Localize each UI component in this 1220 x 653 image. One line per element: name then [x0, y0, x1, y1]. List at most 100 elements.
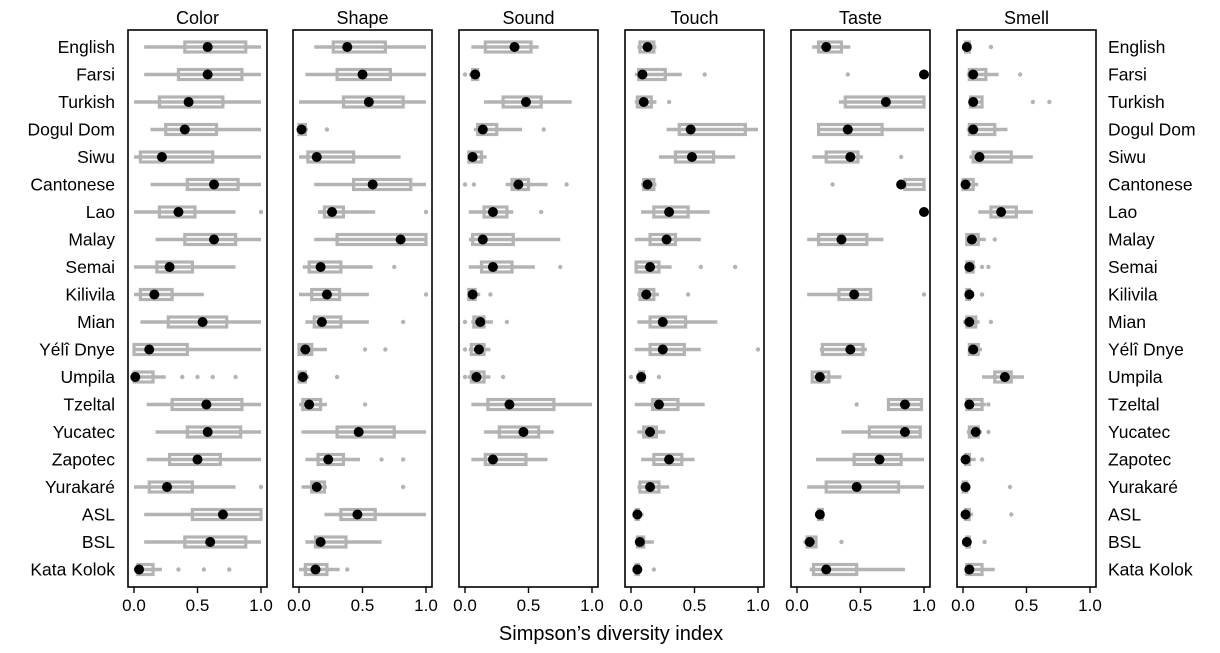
iqr-box: [166, 315, 229, 329]
box-shape-semai: [302, 260, 397, 274]
iqr-box: [170, 397, 244, 412]
box-color-tzeltal: [146, 397, 261, 412]
box-color-mian: [140, 315, 261, 329]
median-point: [842, 124, 853, 135]
panel-frame-taste: [790, 29, 931, 588]
iqr-box: [989, 205, 1018, 219]
box-shape-asl: [324, 507, 426, 522]
median-point: [974, 152, 985, 162]
language-label-right-semai: Semai: [1108, 257, 1158, 277]
median-point: [304, 399, 315, 410]
median-point: [964, 262, 975, 272]
box-shape-english: [314, 40, 426, 54]
box-shape-malay: [314, 232, 428, 247]
iqr-box: [341, 95, 405, 109]
median-point: [513, 179, 524, 190]
outlier-point: [176, 567, 181, 572]
iqr-box: [482, 205, 509, 219]
language-label-right-english: English: [1108, 37, 1165, 57]
median-point: [880, 97, 891, 107]
iqr-box: [650, 397, 680, 412]
iqr-box: [486, 397, 556, 412]
median-point: [357, 69, 368, 80]
outlier-point: [830, 182, 835, 187]
iqr-box: [648, 232, 678, 247]
outlier-point: [732, 264, 738, 270]
outlier-point: [558, 264, 563, 270]
outlier-point: [227, 567, 232, 572]
box-touch-turkish: [634, 95, 672, 109]
box-color-bsl: [144, 535, 261, 549]
box-shape-lao: [318, 205, 429, 219]
median-point: [487, 262, 498, 272]
median-point: [209, 234, 220, 245]
median-point: [202, 427, 213, 437]
outlier-point: [258, 484, 264, 490]
panel-title-smell: Smell: [1004, 8, 1049, 28]
median-point: [851, 482, 862, 492]
language-label-right-zapotec: Zapotec: [1108, 450, 1171, 470]
iqr-box: [335, 67, 393, 82]
box-touch-dogul-dom: [666, 122, 758, 137]
median-point: [509, 42, 520, 52]
x-tick-label: 0.5: [186, 596, 210, 615]
box-shape-kilivila: [299, 287, 429, 302]
box-taste-kilivila: [807, 287, 927, 302]
box-smell-kata-kolok: [964, 562, 995, 577]
iqr-box: [147, 480, 195, 494]
box-taste-dogul-dom: [816, 122, 924, 137]
language-label-left-bsl: BSL: [82, 532, 115, 552]
panel-frame-color: [127, 29, 268, 588]
outlier-point: [400, 457, 406, 462]
median-point: [487, 207, 498, 217]
box-color-yurakar-: [134, 480, 264, 494]
x-tick-label: 0.0: [287, 596, 311, 615]
language-label-left-dogul-dom: Dogul Dom: [27, 120, 115, 140]
outlier-point: [702, 72, 707, 77]
box-taste-siwu: [812, 150, 904, 164]
median-point: [664, 454, 675, 465]
panel-sound: Sound 0.0 0.5 1.0: [453, 8, 604, 615]
panel-color: Color 0.0 0.5 1.0: [122, 8, 273, 615]
outlier-point: [362, 402, 368, 407]
x-tick-label: 0.5: [351, 596, 375, 615]
iqr-box: [339, 507, 377, 522]
median-point: [966, 234, 977, 245]
box-touch-bsl: [634, 535, 654, 549]
iqr-box: [811, 562, 859, 577]
box-sound-tzeltal: [471, 397, 592, 412]
median-point: [960, 454, 971, 465]
outlier-point: [564, 182, 569, 187]
x-tick-label: 0.5: [683, 596, 707, 615]
median-point: [134, 564, 145, 575]
outlier-point: [1009, 512, 1014, 517]
language-label-left-siwu: Siwu: [77, 147, 115, 167]
box-taste-y-l-dnye: [819, 342, 867, 357]
iqr-box: [843, 95, 926, 109]
box-smell-zapotec: [960, 452, 985, 467]
outlier-point: [400, 484, 406, 490]
box-touch-asl: [632, 507, 644, 522]
outlier-point: [334, 374, 340, 380]
outlier-point: [233, 374, 238, 380]
box-touch-zapotec: [641, 452, 695, 467]
median-point: [323, 454, 334, 465]
median-point: [641, 289, 652, 300]
box-sound-farsi: [462, 67, 481, 82]
median-point: [845, 152, 856, 162]
outlier-point: [854, 402, 859, 407]
median-point: [297, 372, 308, 382]
box-shape-bsl: [305, 535, 382, 549]
language-label-right-cantonese: Cantonese: [1108, 175, 1193, 195]
box-color-dogul-dom: [150, 122, 261, 137]
median-point: [849, 289, 860, 300]
box-taste-lao: [919, 207, 929, 217]
x-tick-label: 0.5: [1015, 596, 1039, 615]
median-point: [896, 179, 907, 190]
median-point: [638, 97, 649, 107]
box-sound-turkish: [484, 95, 572, 109]
median-point: [201, 399, 212, 410]
median-point: [192, 454, 203, 465]
language-label-right-turkish: Turkish: [1108, 92, 1165, 112]
median-point: [473, 344, 484, 355]
